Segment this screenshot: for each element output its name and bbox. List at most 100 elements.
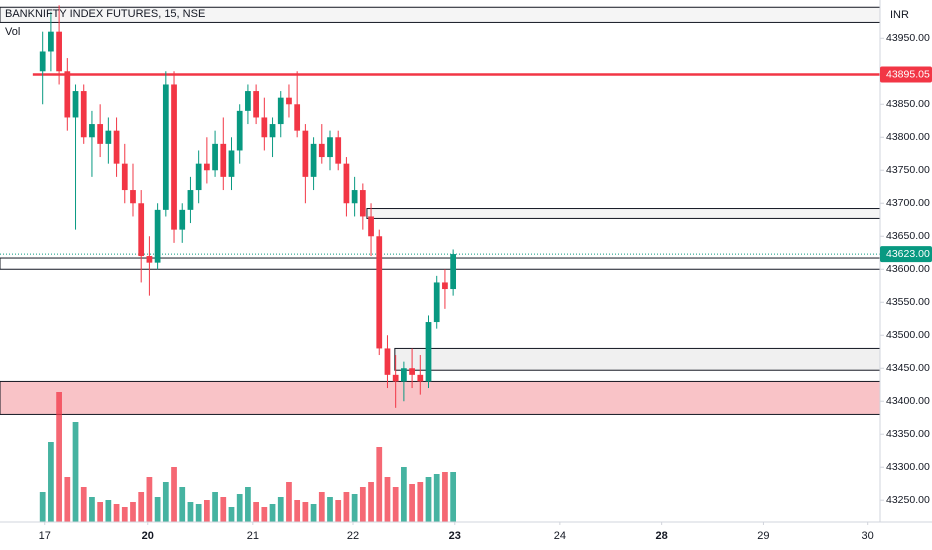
candle-body (212, 143, 218, 171)
volume-bar (245, 487, 251, 522)
candle-body (318, 143, 325, 158)
volume-bar (277, 497, 284, 522)
candle-body (442, 282, 448, 290)
y-tick-label: 43250.00 (886, 494, 930, 506)
x-tick-label: 28 (656, 530, 668, 542)
volume-bar (335, 500, 342, 522)
volume-bar (261, 507, 268, 522)
candle-body (64, 71, 71, 118)
volume-bar (343, 492, 350, 522)
candle-body (277, 97, 284, 125)
y-tick-label: 43950.00 (886, 32, 930, 44)
volume-bar (417, 482, 424, 522)
volume-bar (409, 484, 415, 522)
volume-bar (130, 502, 136, 522)
y-tick-label: 43500.00 (886, 329, 930, 341)
currency-label: INR (890, 9, 909, 21)
y-tick-label: 43750.00 (886, 164, 930, 176)
candle-body (236, 110, 243, 151)
candle-body (48, 31, 54, 52)
volume-bar (236, 494, 243, 522)
volume-bar (187, 502, 194, 522)
volume-bar (384, 477, 391, 522)
candle-body (359, 190, 366, 217)
x-tick-label: 17 (39, 530, 51, 542)
volume-bar (56, 392, 62, 522)
volume-bar (97, 502, 104, 522)
candle-body (113, 130, 120, 164)
x-tick-label: 23 (449, 530, 461, 542)
candle-body (179, 209, 186, 230)
candle-body (269, 124, 276, 138)
candle-body (302, 130, 309, 177)
volume-bar (294, 500, 301, 522)
x-tick-label: 20 (142, 530, 154, 542)
candle-body (376, 236, 383, 349)
volume-bar (121, 507, 128, 522)
volume-bar (433, 474, 440, 522)
volume-bar (154, 497, 161, 522)
volume-bar (318, 492, 325, 522)
volume-bar (105, 500, 112, 522)
candle-body (417, 374, 424, 382)
volume-bar (359, 487, 366, 522)
x-tick-label: 29 (757, 530, 769, 542)
zone (0, 380, 881, 415)
volume-bar (442, 472, 448, 522)
candle-body (261, 117, 268, 138)
volume-label: Vol (5, 26, 20, 38)
volume-bar (376, 447, 383, 522)
y-tick-label: 43550.00 (886, 296, 930, 308)
y-tick-label: 43400.00 (886, 395, 930, 407)
candle-body (450, 254, 457, 290)
candle-body (162, 84, 169, 210)
candle-body (72, 91, 79, 118)
x-tick-label: 21 (247, 530, 259, 542)
volume-bar (171, 467, 177, 522)
candle-body (368, 216, 374, 237)
y-tick-label: 43600.00 (886, 263, 930, 275)
candle-body (97, 124, 104, 144)
volume-bar (425, 477, 432, 522)
y-tick-label: 43650.00 (886, 230, 930, 242)
candle-body (187, 190, 194, 210)
zone (0, 257, 881, 270)
volume-bar (195, 504, 202, 522)
y-tick-label: 43450.00 (886, 362, 930, 374)
volume-bar (220, 497, 227, 522)
volume-bar (138, 492, 145, 522)
volume-bar (113, 504, 120, 522)
y-tick-label: 43300.00 (886, 461, 930, 473)
candle-body (121, 163, 128, 191)
volume-bar (401, 467, 407, 522)
volume-bar (286, 482, 292, 522)
volume-bar (39, 492, 46, 522)
volume-bar (146, 477, 153, 522)
volume-bar (179, 487, 186, 522)
candle-body (80, 91, 87, 138)
x-tick-label: 30 (862, 530, 874, 542)
candle-body (138, 203, 145, 257)
candle-body (425, 322, 432, 382)
volume-bar (72, 422, 79, 522)
candle-body (433, 282, 440, 323)
candle-body (327, 137, 333, 158)
candle-body (39, 51, 46, 72)
volume-bar (351, 494, 358, 522)
y-tick-label: 43700.00 (886, 197, 930, 209)
volume-bar (80, 487, 87, 522)
volume-bar (48, 442, 54, 522)
volume-bar (253, 502, 259, 522)
candle-body (245, 91, 251, 111)
candle-body (401, 368, 407, 382)
candle-body (220, 143, 227, 177)
x-tick-label: 24 (554, 530, 566, 542)
candle-body (384, 348, 391, 375)
candle-body (253, 91, 259, 118)
y-tick-label: 43850.00 (886, 98, 930, 110)
candle-body (130, 190, 136, 204)
volume-bar (310, 504, 317, 522)
price-tag-label: 43623.00 (886, 248, 930, 260)
volume-bar (327, 497, 333, 522)
